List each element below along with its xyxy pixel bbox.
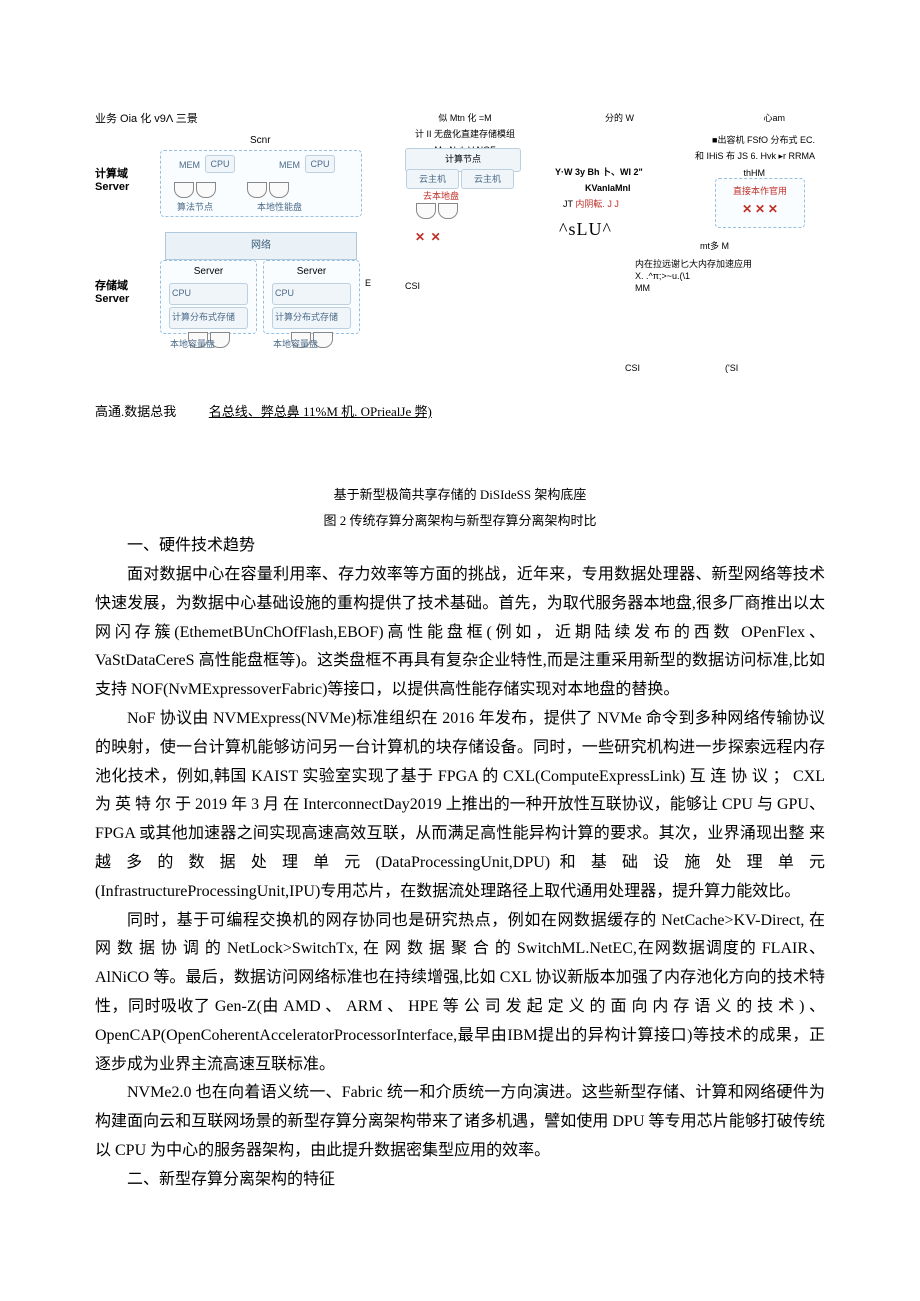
section-1-p2: NoF 协议由 NVMExpress(NVMe)标准组织在 2016 年发布，提… <box>95 705 825 907</box>
disk-label-1b: 本地性能盘 <box>257 199 302 215</box>
right-top-r: 心am <box>763 110 785 126</box>
disk-x-row-1: ✕ ✕ <box>415 202 459 249</box>
right-top-c: 分的 W <box>605 110 634 126</box>
section-1-p4: NVMe2.0 也在向着语义统一、Fabric 统一和介质统一方向演进。这些新型… <box>95 1079 825 1165</box>
cap-label-2: 本地容量盘 <box>273 336 318 352</box>
caption-line-2: 图 2 传统存算分离架构与新型存算分离架构时比 <box>95 509 825 532</box>
figure-2-diagram: 业务 Oia 化 v9Λ 三景 计算域 Server Scnr MEM CPU … <box>95 110 825 390</box>
network-box: 网络 <box>165 232 357 260</box>
diagram-right-column: 分的 W 心am ■出容机 FSfO 分布式 EC. 和 IHiS 布 JS 6… <box>525 110 825 181</box>
disk-label-1a: 算法节点 <box>177 199 213 215</box>
section-1-p3: 同时，基于可编程交换机的网存协同也是研究热点，例如在网数据缓存的 NetCach… <box>95 907 825 1080</box>
cpu-box-2: CPU <box>305 155 335 173</box>
si-label-2: ('SI <box>725 360 738 376</box>
line-2: KVanlaMnl <box>555 180 643 196</box>
csi-label-2: CSI <box>625 360 640 376</box>
left-top-label: 业务 Oia 化 v9Λ 三景 <box>95 110 375 130</box>
mem-l3: MM <box>635 280 650 296</box>
dist-row-1: 计算分布式存储 <box>169 307 248 329</box>
compute-domain-label: 计算域 Server <box>95 168 129 194</box>
compute-server-box: MEM CPU MEM CPU 算法节点 本地性能盘 <box>160 150 362 217</box>
x-row-right: ✕ ✕ ✕ <box>716 199 804 221</box>
disk-icon <box>416 203 436 219</box>
caption-line-1: 基于新型极简共享存储的 DiSIdeSS 架构底座 <box>95 483 825 506</box>
dist-row-2: 计算分布式存储 <box>272 307 351 329</box>
diagram-footnote: 高通.数据总我 名总线、弊总鼻 11%M 机. OPriealJe 弊) <box>95 400 825 423</box>
pale-label: 直接本作官用 <box>716 179 804 199</box>
mem-label-1: MEM <box>179 157 200 173</box>
x-icon: ✕ <box>768 202 778 216</box>
line-1: Y·W 3y Bh 卜、WI 2" <box>555 164 643 180</box>
footnote-underlined: 名总线、弊总鼻 11%M 机. OPriealJe 弊) <box>209 404 432 419</box>
section-1-heading: 一、硬件技术趋势 <box>95 532 825 561</box>
line-3: JT 内阴転. J J <box>555 196 643 212</box>
right-mid-block: Y·W 3y Bh 卜、WI 2" KVanlaMnl JT 内阴転. J J … <box>555 164 643 245</box>
cap-label-1: 本地容量盘 <box>170 336 215 352</box>
lu-label: ^sLU^ <box>555 213 643 245</box>
e-label: E <box>365 275 371 291</box>
cpu-row-2: CPU <box>272 283 351 305</box>
bullet-2: 和 IHiS 布 JS 6. Hvk ▸r RRMA <box>525 148 825 164</box>
section-1-p1: 面对数据中心在容量利用率、存力效率等方面的挑战，近年来，专用数据处理器、新型网络… <box>95 561 825 705</box>
disk-icon <box>174 182 194 198</box>
right-top-row: 分的 W 心am <box>525 110 825 126</box>
storage-server-box-1: Server CPU 计算分布式存储 <box>160 260 257 334</box>
mt-label: mt多 M <box>700 238 729 254</box>
bullet-1: ■出容机 FSfO 分布式 EC. <box>525 132 825 148</box>
sub-l: 云主机 <box>406 169 459 189</box>
disk-icon <box>196 182 216 198</box>
x-icon: ✕ <box>755 202 765 216</box>
footnote-prefix: 高通.数据总我 <box>95 404 176 419</box>
diagram-left-column: 业务 Oia 化 v9Λ 三景 计算域 Server Scnr MEM CPU … <box>95 110 375 136</box>
disk-icon <box>269 182 289 198</box>
mem-label-2: MEM <box>279 157 300 173</box>
figure-caption: 基于新型极简共享存储的 DiSIdeSS 架构底座 图 2 传统存算分离架构与新… <box>95 483 825 532</box>
x-icon: ✕ <box>431 230 441 244</box>
server-label-1: Server <box>161 261 256 281</box>
x-icon: ✕ <box>415 230 425 244</box>
section-2-heading: 二、新型存算分离架构的特征 <box>95 1166 825 1195</box>
disk-icon <box>247 182 267 198</box>
scnr-label: Scnr <box>250 132 271 150</box>
x-icon: ✕ <box>742 202 752 216</box>
storage-domain-label: 存储域 Server <box>95 280 129 306</box>
server-label-2: Server <box>264 261 359 281</box>
pale-box-right: 直接本作官用 ✕ ✕ ✕ <box>715 178 805 228</box>
cpu-row-1: CPU <box>169 283 248 305</box>
storage-server-box-2: Server CPU 计算分布式存储 <box>263 260 360 334</box>
disk-icon <box>438 203 458 219</box>
cpu-box-1: CPU <box>205 155 235 173</box>
sub-r: 云主机 <box>461 169 514 189</box>
disk-row-1 <box>173 181 290 199</box>
csi-label-1: CSI <box>405 278 420 294</box>
sub-row: 云主机 云主机 <box>405 168 515 190</box>
